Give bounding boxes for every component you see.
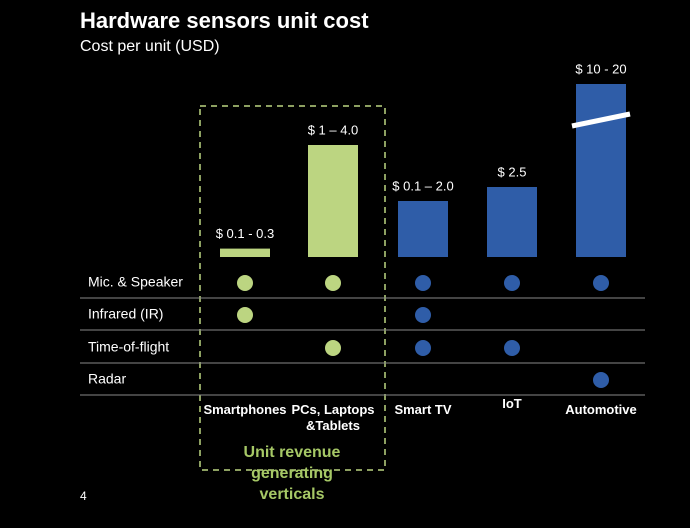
presence-dot [415,340,431,356]
row-label: Radar [88,371,126,387]
presence-dot [593,372,609,388]
bar [308,145,358,257]
presence-dot [237,275,253,291]
value-label: $ 10 - 20 [575,61,626,76]
page-number: 4 [80,489,87,503]
category-label: Smart TV [394,402,452,417]
presence-dot [237,307,253,323]
value-label: $ 1 – 4.0 [308,122,359,137]
category-label: Automotive [565,402,637,417]
category-label: PCs, Laptops &Tablets [291,402,375,433]
bar [487,187,537,257]
presence-dot [504,340,520,356]
value-label: $ 0.1 – 2.0 [392,178,453,193]
axis-break [571,111,631,129]
row-label: Infrared (IR) [88,306,163,322]
value-label: $ 0.1 - 0.3 [216,226,275,241]
presence-dot [325,340,341,356]
presence-dot [415,275,431,291]
row-label: Time-of-flight [88,339,169,355]
presence-dot [593,275,609,291]
bar [576,84,626,257]
presence-dot [504,275,520,291]
presence-dot [415,307,431,323]
highlight-box [199,105,386,471]
category-label: IoT [502,396,522,411]
bar [398,201,448,257]
annotation: Unit revenue generating verticals [243,444,341,503]
bar [220,248,270,257]
row-label: Mic. & Speaker [88,274,183,290]
chart-subtitle: Cost per unit (USD) [80,38,220,55]
presence-dot [325,275,341,291]
value-label: $ 2.5 [498,164,527,179]
chart-title: Hardware sensors unit cost [80,8,369,33]
category-label: Smartphones [203,402,287,417]
